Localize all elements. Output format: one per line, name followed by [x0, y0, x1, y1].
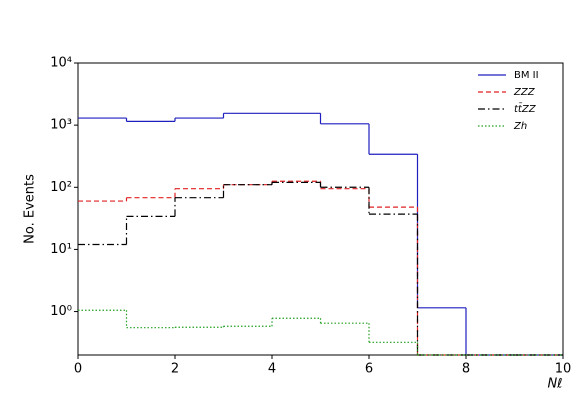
axes-frame [77, 62, 564, 356]
y-tick-label: 10⁴ [50, 56, 72, 71]
legend-label: BM II [514, 70, 539, 81]
legend-label: tt̄ZZ [514, 102, 537, 115]
y-tick-label: 10² [50, 180, 72, 195]
x-tick-label: 4 [268, 362, 276, 377]
y-tick-label: 10³ [50, 118, 72, 133]
x-tick-label: 0 [74, 362, 82, 377]
legend-label: ZZZ [513, 87, 536, 98]
y-tick-label: 10¹ [50, 242, 72, 257]
x-axis-label: Nℓ [547, 377, 562, 392]
y-tick-label: 10⁰ [50, 304, 72, 319]
x-tick-label: 6 [365, 362, 373, 377]
x-tick-label: 8 [462, 362, 470, 377]
x-tick-label: 2 [171, 362, 179, 377]
y-axis-label: No. Events [23, 174, 38, 244]
x-tick-label: 10 [555, 362, 572, 377]
legend-label: Zh [513, 121, 527, 132]
